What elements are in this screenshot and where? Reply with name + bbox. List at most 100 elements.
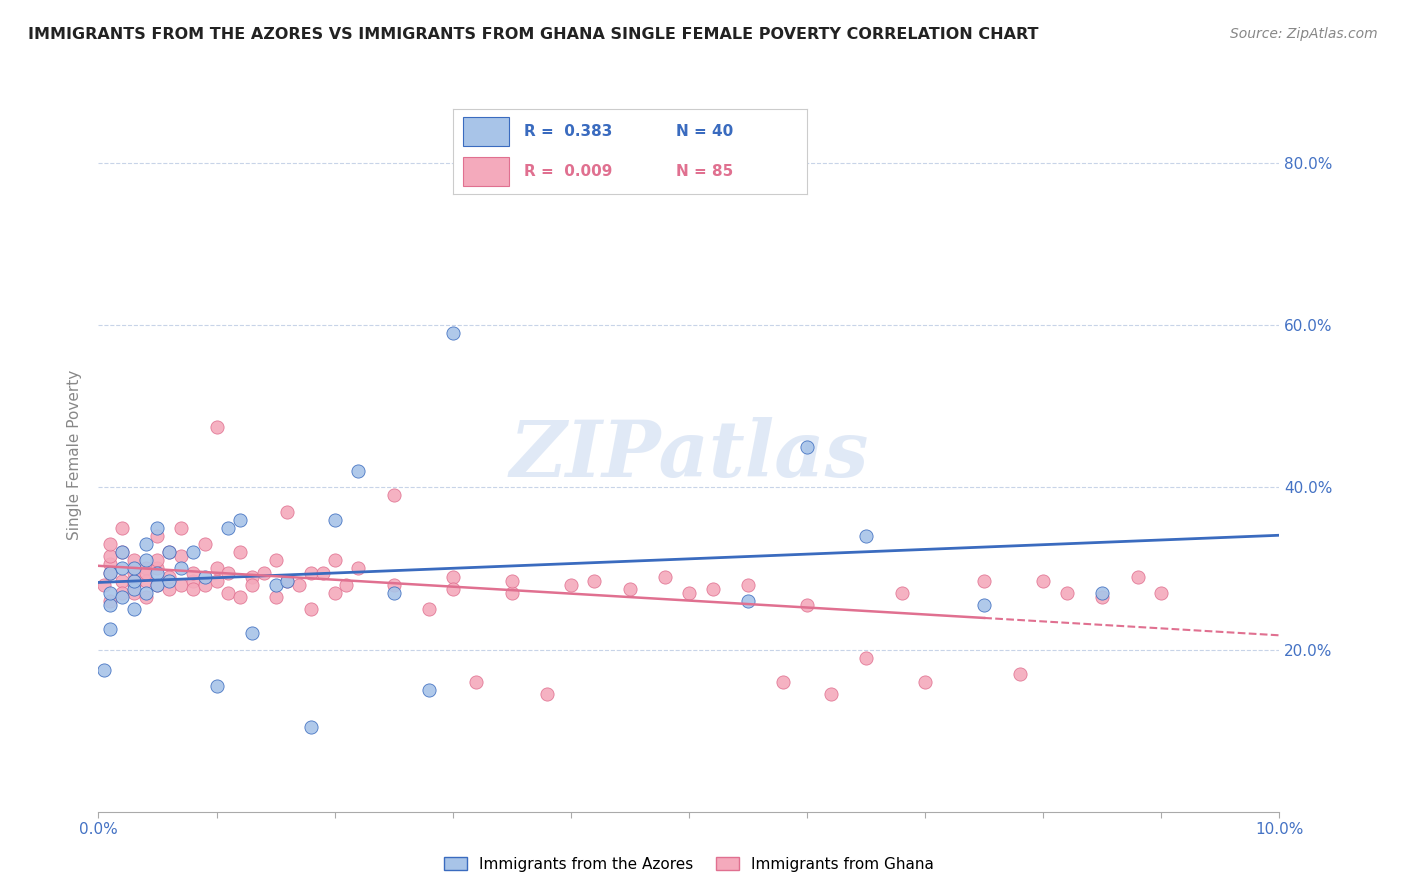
- Point: [441, 582, 464, 596]
- Point: [146, 561, 169, 575]
- Point: [217, 521, 239, 535]
- Point: [890, 586, 912, 600]
- Point: [1056, 586, 1078, 600]
- Point: [217, 586, 239, 600]
- Point: [382, 488, 405, 502]
- Point: [1091, 586, 1114, 600]
- Point: [288, 577, 311, 591]
- Text: ZIPatlas: ZIPatlas: [509, 417, 869, 493]
- Point: [973, 598, 995, 612]
- Point: [654, 569, 676, 583]
- Point: [583, 574, 606, 588]
- Point: [122, 561, 145, 575]
- Point: [170, 549, 193, 564]
- Point: [1126, 569, 1149, 583]
- Point: [205, 419, 228, 434]
- Point: [1032, 574, 1054, 588]
- Point: [441, 326, 464, 341]
- Point: [299, 566, 322, 580]
- Point: [122, 582, 145, 596]
- Point: [98, 586, 121, 600]
- Point: [796, 598, 818, 612]
- Point: [229, 545, 252, 559]
- Point: [276, 574, 298, 588]
- Point: [347, 464, 370, 478]
- Point: [181, 574, 204, 588]
- Point: [157, 574, 180, 588]
- Point: [217, 566, 239, 580]
- Point: [914, 675, 936, 690]
- Point: [264, 553, 287, 567]
- Point: [146, 553, 169, 567]
- Point: [146, 577, 169, 591]
- Point: [501, 586, 523, 600]
- Y-axis label: Single Female Poverty: Single Female Poverty: [67, 370, 83, 540]
- Point: [122, 586, 145, 600]
- Point: [135, 574, 157, 588]
- Point: [98, 537, 121, 551]
- Point: [240, 569, 263, 583]
- Point: [170, 577, 193, 591]
- Point: [181, 582, 204, 596]
- Point: [347, 561, 370, 575]
- Point: [1150, 586, 1173, 600]
- Point: [820, 687, 842, 701]
- Point: [146, 521, 169, 535]
- Point: [98, 594, 121, 608]
- Point: [135, 566, 157, 580]
- Point: [98, 566, 121, 580]
- Point: [1091, 590, 1114, 604]
- Point: [157, 545, 180, 559]
- Point: [240, 626, 263, 640]
- Point: [146, 529, 169, 543]
- Point: [299, 720, 322, 734]
- Text: Source: ZipAtlas.com: Source: ZipAtlas.com: [1230, 27, 1378, 41]
- Point: [93, 577, 115, 591]
- Point: [312, 566, 335, 580]
- Point: [418, 683, 440, 698]
- Point: [855, 529, 877, 543]
- Point: [111, 545, 134, 559]
- Point: [98, 549, 121, 564]
- Point: [264, 577, 287, 591]
- Point: [146, 577, 169, 591]
- Point: [229, 513, 252, 527]
- Point: [181, 566, 204, 580]
- Point: [122, 553, 145, 567]
- Point: [276, 505, 298, 519]
- Point: [536, 687, 558, 701]
- Point: [382, 586, 405, 600]
- Text: IMMIGRANTS FROM THE AZORES VS IMMIGRANTS FROM GHANA SINGLE FEMALE POVERTY CORREL: IMMIGRANTS FROM THE AZORES VS IMMIGRANTS…: [28, 27, 1039, 42]
- Point: [253, 566, 276, 580]
- Point: [170, 521, 193, 535]
- Point: [737, 594, 759, 608]
- Point: [194, 577, 217, 591]
- Point: [194, 569, 217, 583]
- Point: [135, 553, 157, 567]
- Point: [737, 577, 759, 591]
- Point: [702, 582, 724, 596]
- Point: [465, 675, 488, 690]
- Point: [157, 545, 180, 559]
- Point: [276, 574, 298, 588]
- Point: [135, 586, 157, 600]
- Point: [323, 513, 346, 527]
- Point: [111, 561, 134, 575]
- Point: [122, 574, 145, 588]
- Point: [501, 574, 523, 588]
- Point: [796, 440, 818, 454]
- Point: [240, 577, 263, 591]
- Point: [229, 590, 252, 604]
- Point: [122, 574, 145, 588]
- Point: [157, 569, 180, 583]
- Point: [122, 566, 145, 580]
- Point: [560, 577, 582, 591]
- Point: [146, 566, 169, 580]
- Point: [111, 590, 134, 604]
- Point: [122, 577, 145, 591]
- Point: [135, 537, 157, 551]
- Point: [205, 561, 228, 575]
- Point: [111, 521, 134, 535]
- Point: [1008, 666, 1031, 681]
- Point: [205, 574, 228, 588]
